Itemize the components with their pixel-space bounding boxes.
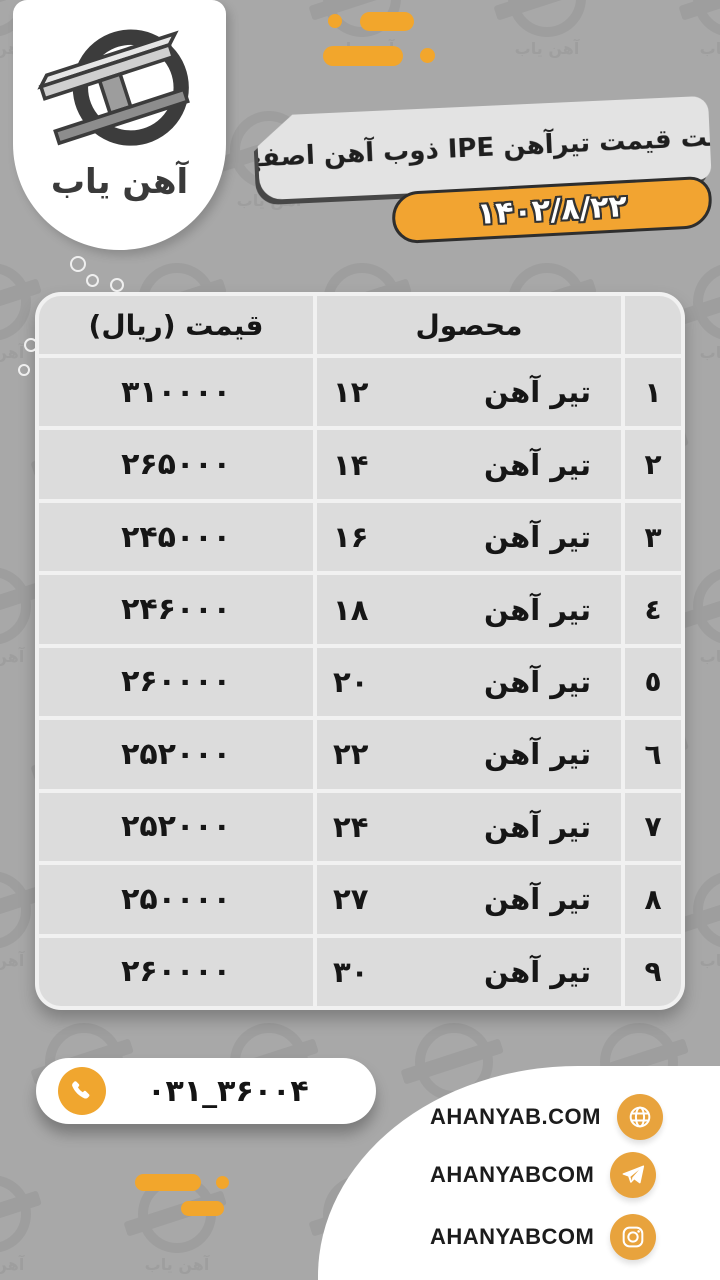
price-table-grid: محصول قیمت (ریال) ۱ تیر آهن ۱۲ ۳۱۰۰۰۰ ۲ تیر آ…	[39, 296, 681, 1006]
row-number: ٤	[625, 575, 681, 644]
price-cell: ۲۵۰۰۰۰	[39, 865, 313, 934]
deco-dot	[216, 1176, 229, 1189]
deco-dot	[328, 14, 342, 28]
row-number: ۹	[625, 937, 681, 1006]
price-cell: ۲۶۰۰۰۰	[39, 647, 313, 717]
deco-bar	[135, 1174, 201, 1191]
row-number: ٨	[625, 865, 681, 934]
product-cell: تیر آهن ۱۶	[317, 502, 621, 572]
product-size: ۳۰	[333, 954, 369, 989]
bubble-decoration	[110, 278, 124, 292]
globe-icon	[616, 1094, 663, 1140]
product-size: ۲۷	[333, 882, 369, 917]
date-value: ۱۴۰۲/۸/۲۲	[476, 188, 628, 232]
product-size: ۲۰	[333, 664, 369, 699]
product-cell: تیر آهن ۲۷	[317, 865, 621, 934]
telegram-label: AHANYABCOM	[430, 1162, 595, 1187]
product-name: تیر آهن	[483, 882, 591, 917]
price-cell: ۲۴۵۰۰۰	[39, 502, 313, 572]
price-cell: ۲۶۰۰۰۰	[39, 937, 313, 1006]
row-number: ٧	[625, 792, 681, 862]
product-name: تیر آهن	[483, 375, 591, 410]
price-cell: ۲۵۲۰۰۰	[39, 720, 313, 789]
website-label: AHANYAB.COM	[430, 1104, 601, 1129]
product-name: تیر آهن	[483, 809, 591, 844]
phone-contact: ۰۳۱_۳۶۰۰۴	[36, 1058, 376, 1124]
product-size: ۱۸	[333, 592, 369, 627]
header-price: قیمت (ریال)	[39, 296, 313, 354]
header-row-number	[625, 296, 681, 354]
bubble-decoration	[86, 274, 99, 287]
product-cell: تیر آهن ۲۴	[317, 792, 621, 862]
bubble-decoration	[24, 338, 38, 352]
product-size: ۲۲	[333, 737, 369, 772]
row-number: ٦	[625, 720, 681, 789]
price-cell: ۲۴۶۰۰۰	[39, 575, 313, 644]
instagram-icon	[610, 1214, 657, 1260]
deco-bar	[181, 1201, 224, 1216]
product-cell: تیر آهن ۲۲	[317, 720, 621, 789]
product-name: تیر آهن	[483, 664, 591, 699]
phone-icon	[58, 1067, 106, 1115]
instagram-label: AHANYABCOM	[430, 1224, 595, 1249]
product-size: ۱۲	[333, 375, 369, 410]
deco-bar	[360, 12, 414, 31]
row-number: ۲	[625, 430, 681, 499]
product-name: تیر آهن	[483, 592, 591, 627]
product-cell: تیر آهن ۱۲	[317, 358, 621, 427]
bubble-decoration	[70, 256, 86, 272]
page-title: لیست قیمت تیرآهن IPE ذوب آهن اصفهان	[212, 120, 720, 176]
product-name: تیر آهن	[483, 447, 591, 482]
logo-card: آهن یاب	[13, 0, 226, 250]
row-number: ٥	[625, 647, 681, 717]
price-table: محصول قیمت (ریال) ۱ تیر آهن ۱۲ ۳۱۰۰۰۰ ۲ تیر آ…	[35, 292, 685, 1010]
product-cell: تیر آهن ۱۸	[317, 575, 621, 644]
phone-number: ۰۳۱_۳۶۰۰۴	[147, 1073, 309, 1109]
product-cell: تیر آهن ۳۰	[317, 937, 621, 1006]
product-name: تیر آهن	[483, 520, 591, 555]
header-product: محصول	[317, 296, 621, 354]
price-cell: ۲۶۵۰۰۰	[39, 430, 313, 499]
row-number: ۳	[625, 502, 681, 572]
row-number: ۱	[625, 358, 681, 427]
product-size: ۱۶	[333, 520, 369, 555]
product-name: تیر آهن	[483, 737, 591, 772]
product-size: ۱۴	[333, 447, 369, 482]
price-cell: ۳۱۰۰۰۰	[39, 358, 313, 427]
bubble-decoration	[18, 364, 30, 376]
deco-dot	[420, 48, 435, 63]
telegram-icon	[610, 1152, 657, 1198]
product-name: تیر آهن	[483, 954, 591, 989]
product-cell: تیر آهن ۲۰	[317, 647, 621, 717]
price-cell: ۲۵۲۰۰۰	[39, 792, 313, 862]
product-cell: تیر آهن ۱۴	[317, 430, 621, 499]
deco-bar	[323, 46, 403, 66]
brand-name: آهن یاب	[50, 162, 189, 202]
product-size: ۲۴	[333, 809, 369, 844]
ahanyab-logo-icon	[36, 29, 190, 146]
